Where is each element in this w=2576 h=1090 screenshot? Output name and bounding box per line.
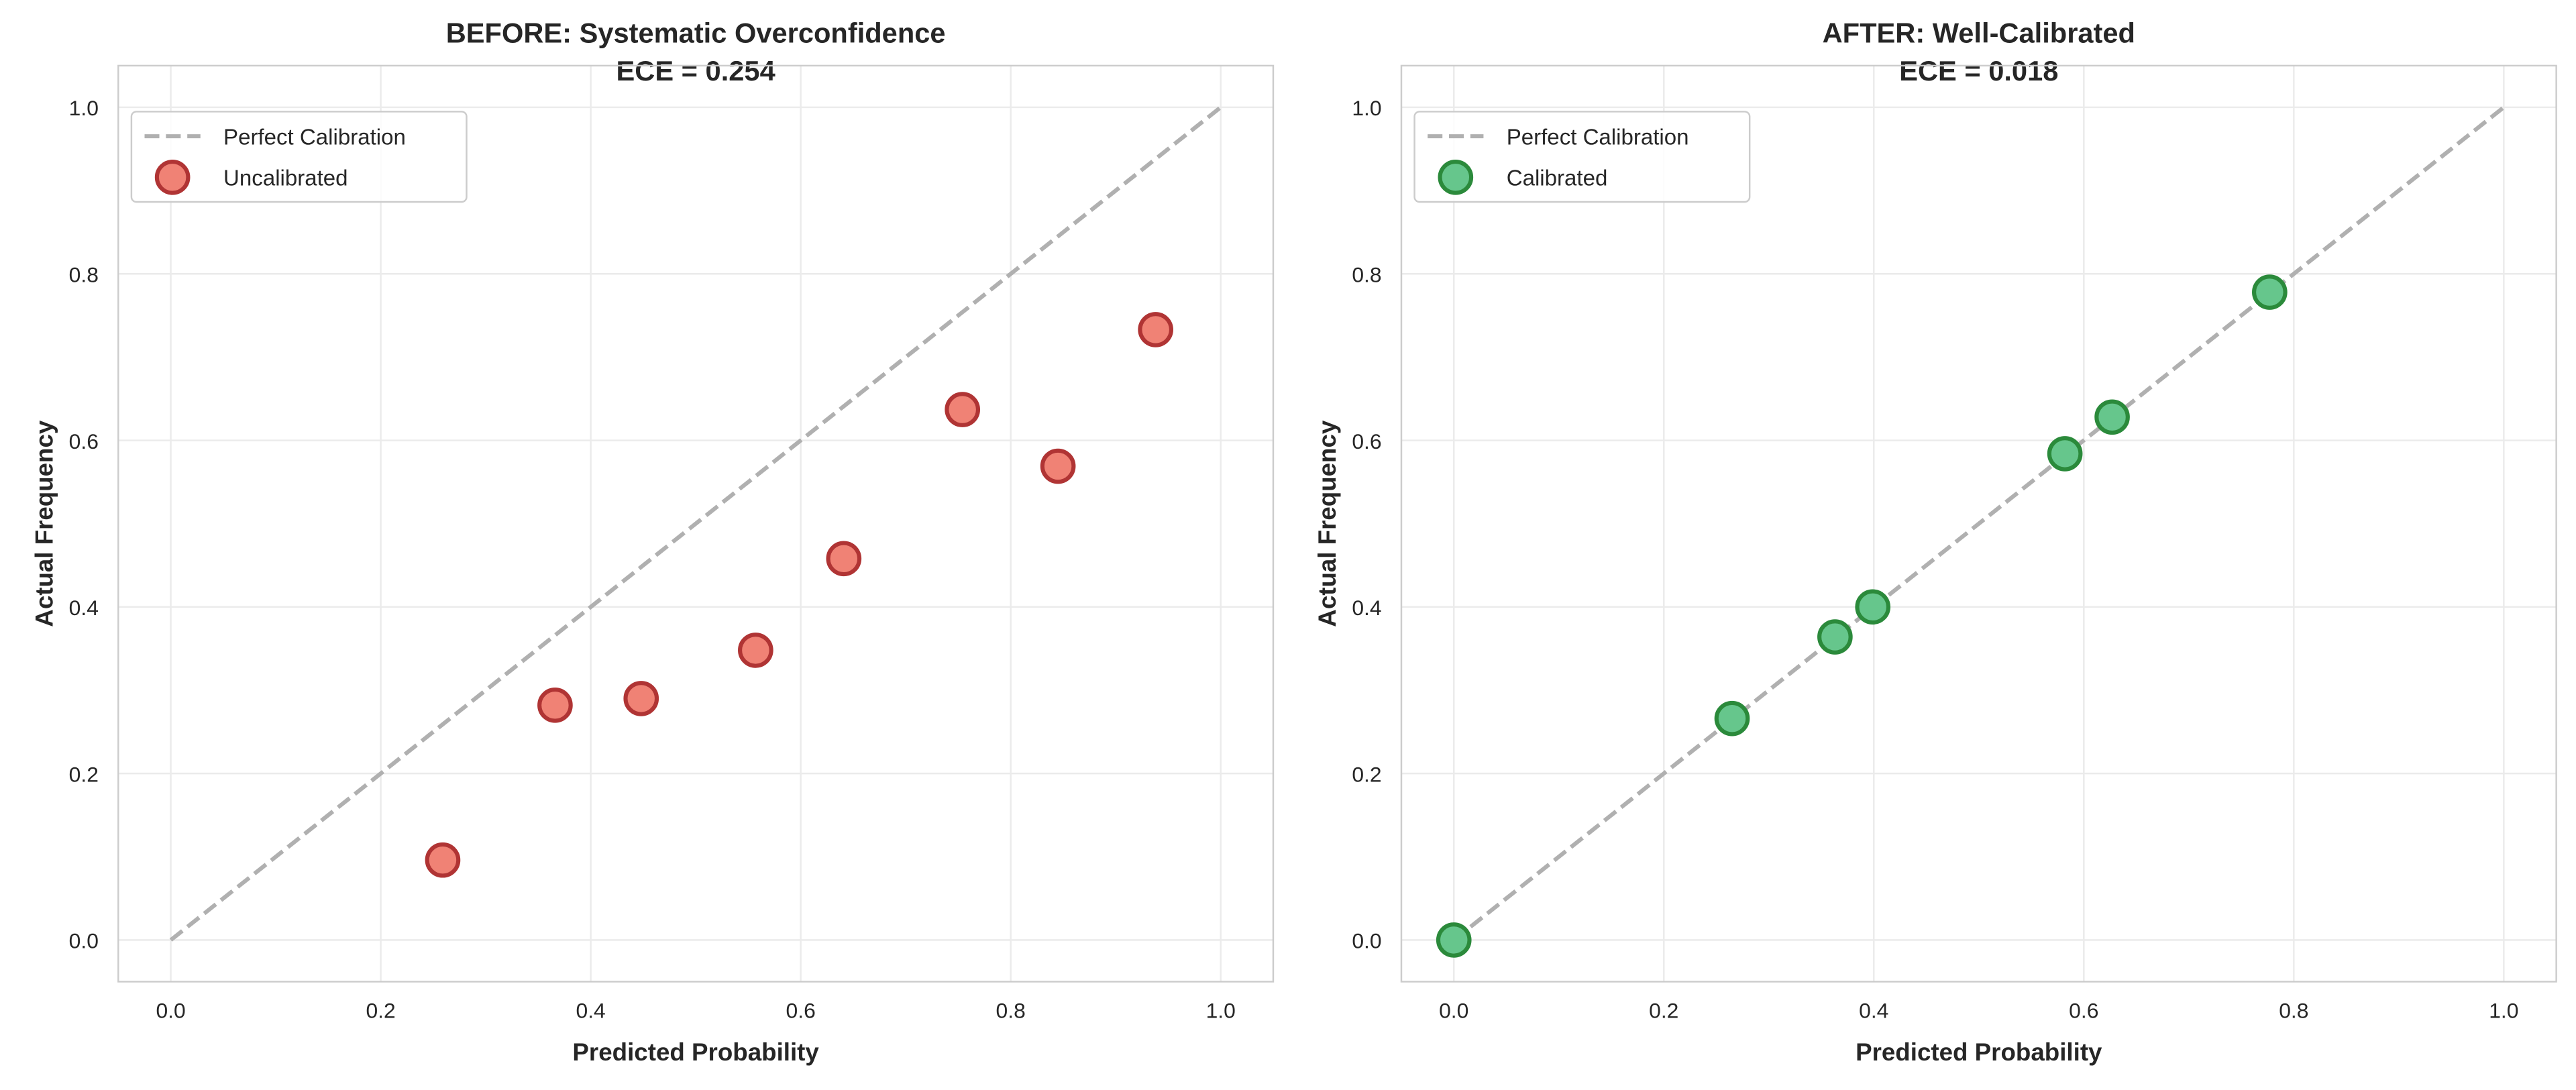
legend-label: Calibrated (1507, 166, 1608, 191)
chart-subtitle: ECE = 0.018 (1899, 55, 2058, 87)
axes-frame (1400, 64, 2557, 983)
x-tick-label: 0.4 (1859, 998, 1888, 1022)
x-tick-label: 0.0 (1439, 998, 1468, 1022)
data-point (826, 541, 862, 577)
legend-box (1413, 111, 1751, 203)
perfect-calibration-line (169, 105, 1222, 942)
data-point (2252, 274, 2288, 310)
data-point (537, 688, 573, 723)
y-tick-label: 0.8 (1352, 262, 1381, 286)
legend-box (130, 111, 468, 203)
data-point (1138, 312, 1173, 347)
legend: Perfect Calibration Calibrated (1413, 111, 1751, 203)
y-axis-label: Actual Frequency (1313, 420, 1341, 627)
y-tick-label: 0.6 (1352, 429, 1381, 453)
x-tick-label: 0.2 (1649, 998, 1678, 1022)
x-tick-label: 0.6 (2069, 998, 2098, 1022)
y-tick-label: 0.4 (69, 596, 99, 620)
chart-panel-1: BEFORE: Systematic Overconfidence ECE = 0… (30, 17, 1275, 1066)
data-point (1855, 589, 1891, 625)
legend: Perfect Calibration Uncalibrated (130, 111, 468, 203)
y-axis-label: Actual Frequency (30, 420, 58, 627)
data-point (425, 842, 461, 878)
axes-frame (117, 64, 1275, 983)
x-tick-label: 0.0 (156, 998, 185, 1022)
x-axis-label: Predicted Probability (1856, 1038, 2102, 1066)
data-point (945, 392, 981, 427)
legend-marker-swatch (154, 159, 191, 195)
y-tick-label: 1.0 (1352, 96, 1381, 120)
x-tick-label: 1.0 (1206, 998, 1236, 1022)
x-axis-label: Predicted Probability (572, 1038, 819, 1066)
data-point (1436, 922, 1472, 958)
x-tick-label: 0.4 (576, 998, 606, 1022)
x-tick-label: 0.6 (786, 998, 816, 1022)
chart-panel-2: AFTER: Well-Calibrated ECE = 0.018 0.0 0.2 0… (1313, 17, 2557, 1066)
y-tick-label: 0.6 (69, 429, 99, 453)
chart-title: AFTER: Well-Calibrated (1823, 17, 2135, 49)
data-point (738, 633, 773, 668)
legend-label: Perfect Calibration (223, 125, 406, 150)
data-point (623, 681, 659, 716)
legend-label: Perfect Calibration (1507, 125, 1689, 150)
legend-label: Uncalibrated (223, 166, 348, 191)
chart-title: BEFORE: Systematic Overconfidence (446, 17, 946, 49)
y-tick-label: 1.0 (69, 96, 99, 120)
data-point (1040, 448, 1076, 484)
data-point (1817, 619, 1853, 655)
y-tick-label: 0.0 (1352, 929, 1381, 953)
data-point (1714, 700, 1750, 737)
x-tick-label: 0.8 (2279, 998, 2308, 1022)
perfect-calibration-line (1452, 105, 2506, 942)
y-tick-label: 0.4 (1352, 596, 1381, 620)
y-tick-label: 0.0 (69, 929, 99, 953)
y-tick-label: 0.8 (69, 262, 99, 286)
legend-marker-swatch (1438, 159, 1474, 195)
data-point (2047, 436, 2083, 472)
x-tick-label: 1.0 (2489, 998, 2518, 1022)
x-tick-label: 0.8 (996, 998, 1026, 1022)
chart-subtitle: ECE = 0.254 (616, 55, 775, 87)
x-tick-label: 0.2 (366, 998, 395, 1022)
y-tick-label: 0.2 (1352, 762, 1381, 786)
data-point (2094, 399, 2130, 435)
y-tick-label: 0.2 (69, 762, 99, 786)
